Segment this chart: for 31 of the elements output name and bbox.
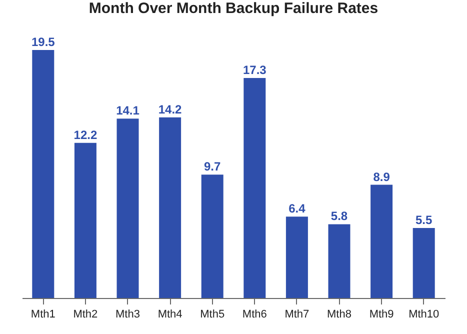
data-label: 5.8 <box>330 209 348 224</box>
data-label: 19.5 <box>31 35 56 49</box>
data-label: 17.3 <box>242 62 267 77</box>
x-tick-label: Mth7 <box>284 308 310 320</box>
bar <box>116 118 139 298</box>
bar <box>74 142 96 298</box>
bar <box>370 184 393 298</box>
x-tick-label: Mth10 <box>408 308 440 320</box>
x-tick-label: Mth4 <box>158 308 182 320</box>
x-tick-label: Mth5 <box>200 308 225 320</box>
bar <box>328 224 350 298</box>
data-label: 9.7 <box>204 160 222 174</box>
data-label: 12.2 <box>74 128 98 142</box>
bar <box>244 78 266 298</box>
x-tick-label: Mth8 <box>327 308 352 320</box>
bar <box>412 228 435 298</box>
x-tick-label: Mth1 <box>30 308 56 320</box>
chart-title: Month Over Month Backup Failure Rates <box>88 0 378 17</box>
bar <box>286 216 308 298</box>
bar <box>32 50 54 298</box>
data-label: 14.1 <box>116 104 140 118</box>
x-tick-label: Mth9 <box>369 308 394 320</box>
data-label: 14.2 <box>158 102 182 116</box>
x-tick-label: Mth2 <box>73 308 98 320</box>
x-tick-label: Mth6 <box>242 308 267 320</box>
bar <box>201 174 224 298</box>
bar <box>159 117 182 298</box>
data-label: 5.5 <box>416 213 433 228</box>
data-label: 6.4 <box>288 202 306 216</box>
data-label: 8.9 <box>373 170 390 184</box>
x-tick-label: Mth3 <box>116 308 140 320</box>
